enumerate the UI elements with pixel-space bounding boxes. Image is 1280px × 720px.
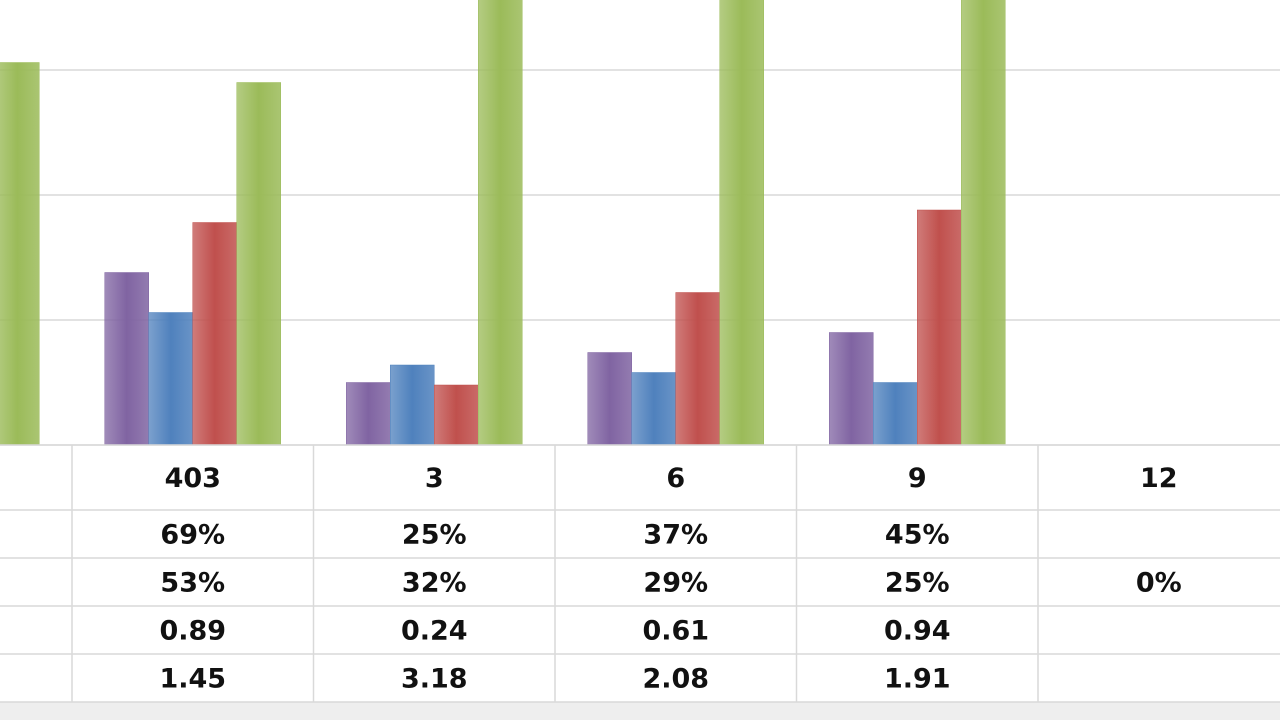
bar	[192, 222, 237, 445]
table-value: 32%	[402, 568, 467, 599]
bar	[346, 382, 391, 445]
category-label: 3	[425, 463, 444, 494]
bar	[390, 364, 435, 445]
bar	[104, 272, 149, 445]
table-value: 0.94	[884, 616, 951, 647]
bar	[829, 332, 874, 445]
bar	[631, 372, 676, 445]
bar	[236, 82, 281, 445]
table-value: 25%	[885, 568, 950, 599]
table-value: 0.24	[401, 616, 468, 647]
category-label: 403	[165, 463, 221, 494]
bar	[478, 0, 523, 445]
bar	[873, 382, 918, 445]
table-value: 69%	[160, 520, 225, 551]
bar	[675, 292, 720, 445]
bar	[434, 384, 479, 445]
table-value: 1.91	[884, 664, 951, 695]
table-value: 2.08	[642, 664, 709, 695]
bar	[0, 62, 40, 445]
table-value: 37%	[643, 520, 708, 551]
table-value: 53%	[160, 568, 225, 599]
table-value: 29%	[643, 568, 708, 599]
table-value: 1.45	[159, 664, 226, 695]
table-value: 0%	[1136, 568, 1182, 599]
bars	[0, 0, 1006, 445]
table-value: 25%	[402, 520, 467, 551]
table-value: 3.18	[401, 664, 468, 695]
footer-band	[0, 702, 1280, 720]
category-label: 12	[1140, 463, 1178, 494]
bar	[961, 0, 1006, 445]
bar	[148, 312, 193, 445]
category-label: 9	[908, 463, 927, 494]
bar	[917, 209, 962, 445]
category-label: 6	[666, 463, 685, 494]
table-value: 45%	[885, 520, 950, 551]
data-table: 1.5340369%53%0.891.45325%32%0.243.18637%…	[0, 444, 1280, 703]
table-value: 0.89	[159, 616, 226, 647]
table-value: 0.61	[642, 616, 709, 647]
bar	[719, 0, 764, 445]
bar	[587, 352, 632, 445]
